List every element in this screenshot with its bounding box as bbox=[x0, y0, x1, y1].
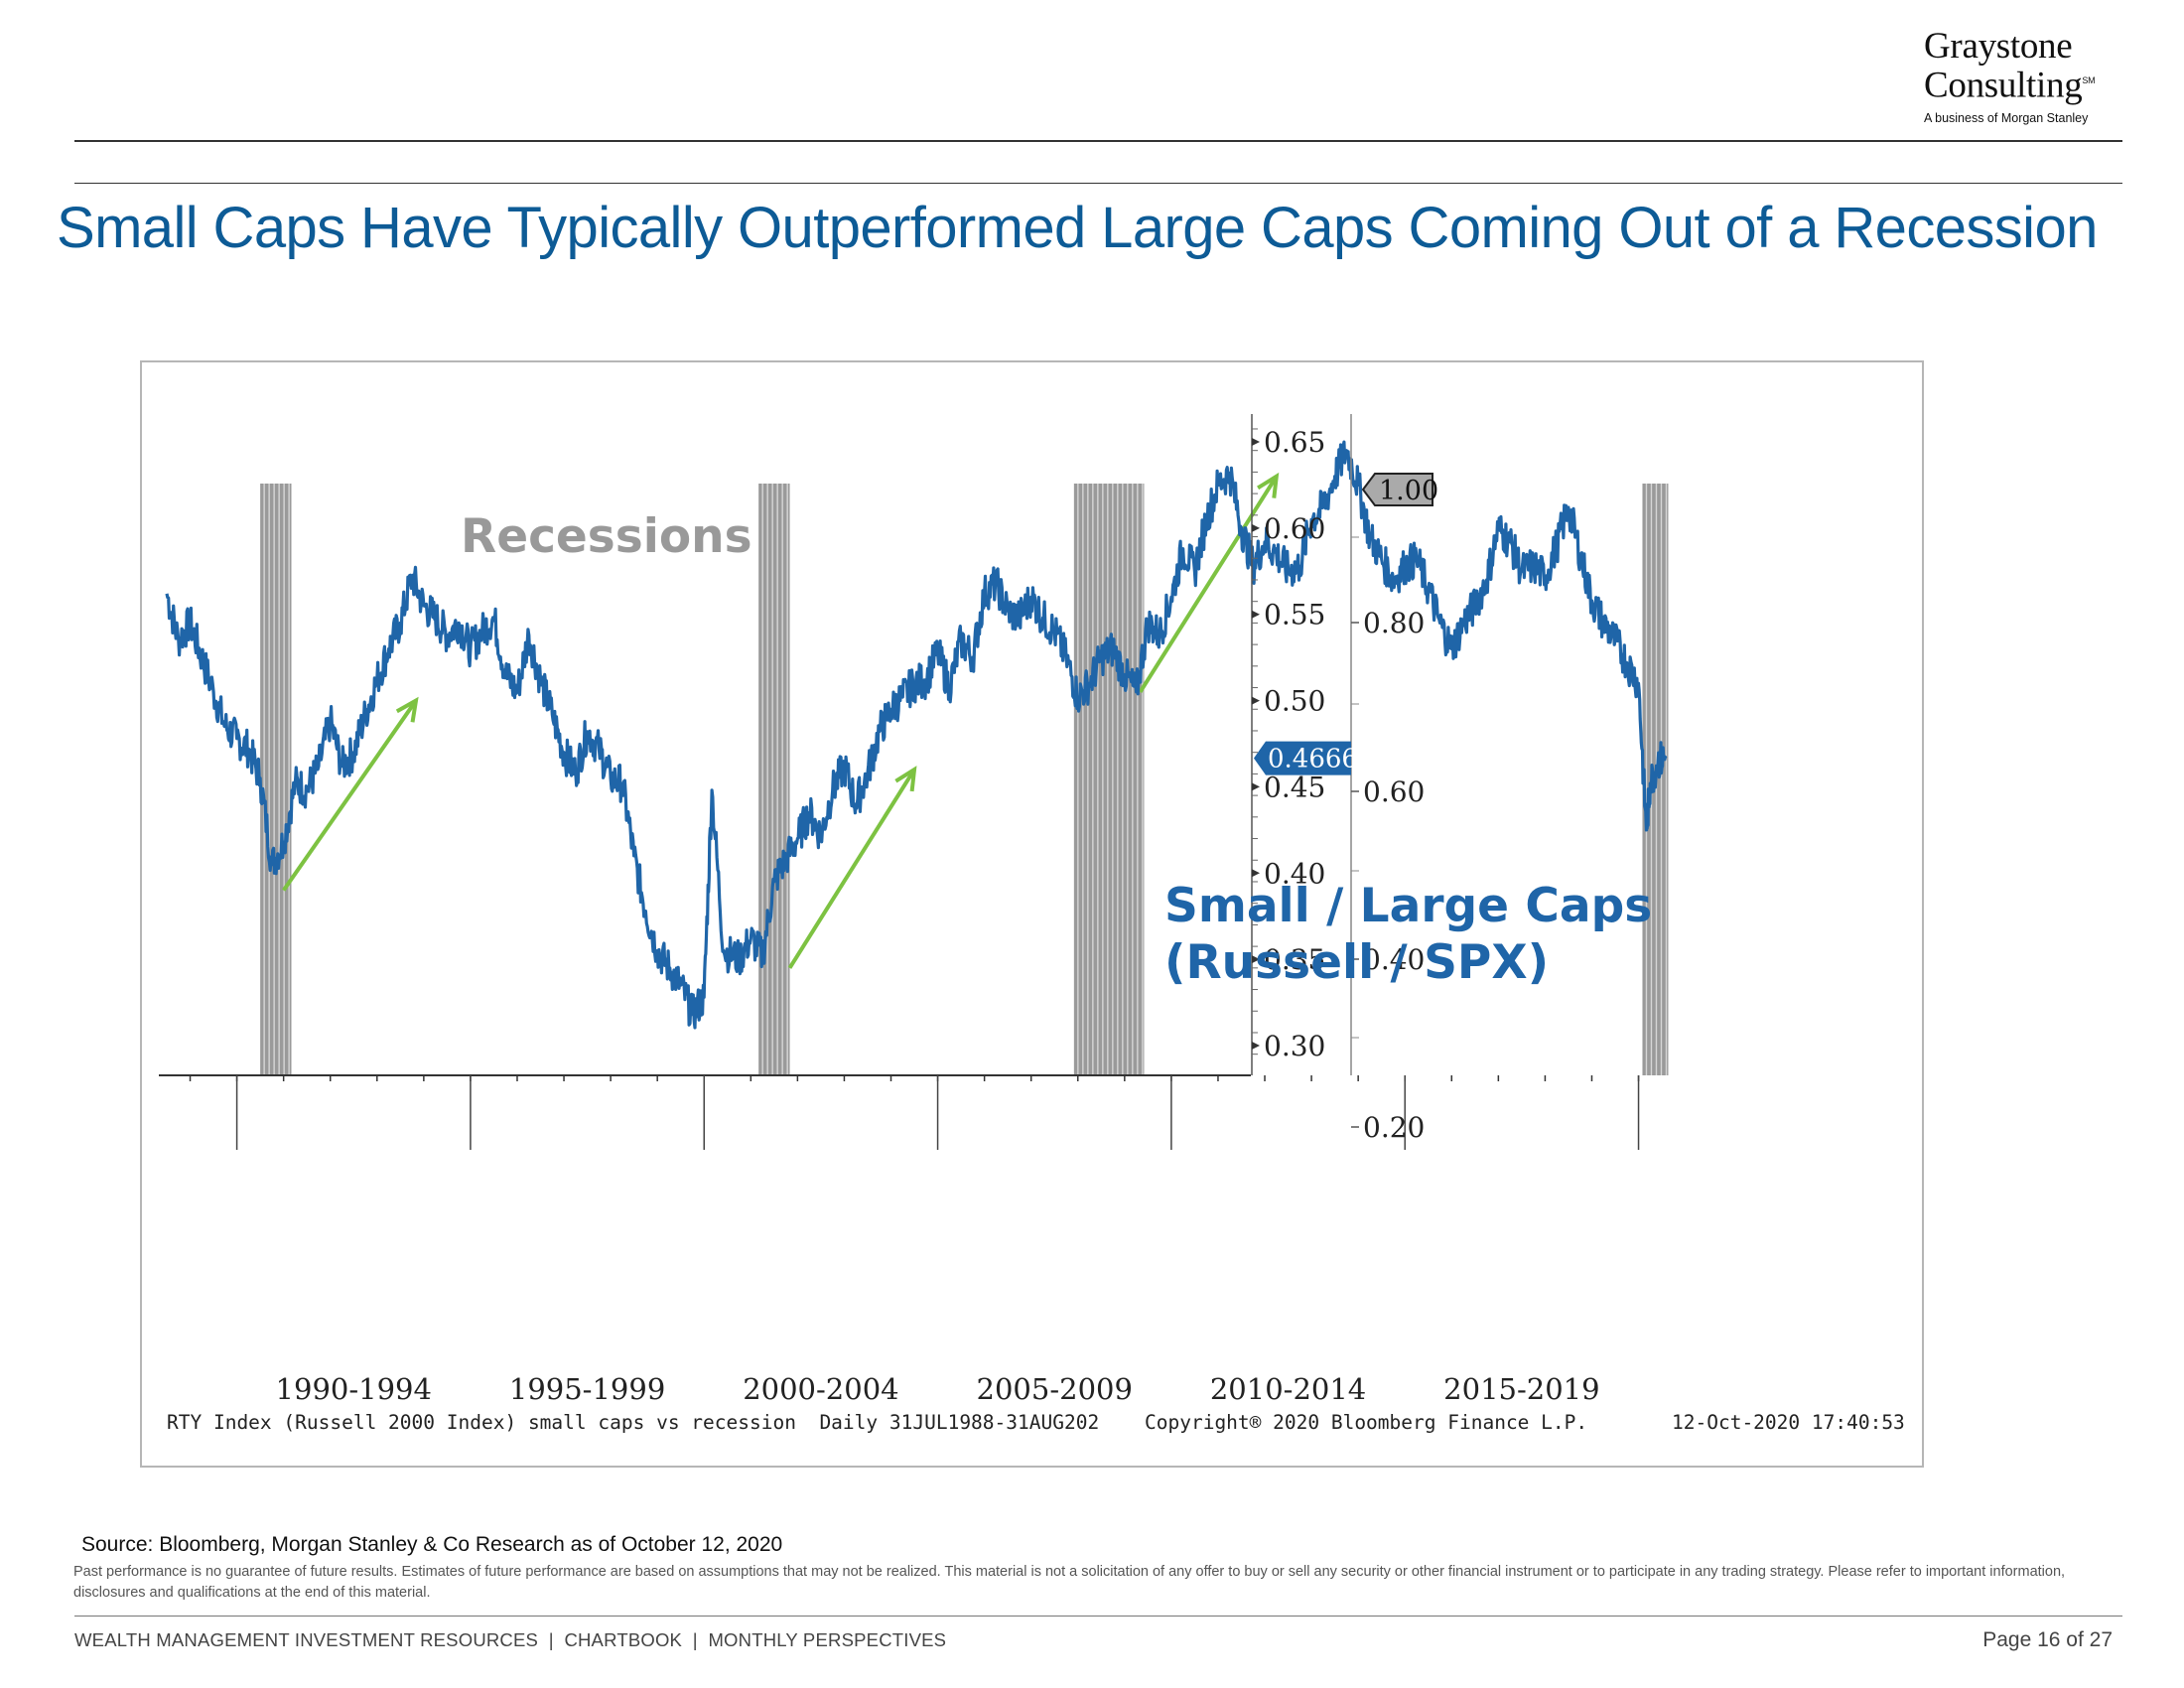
y-tick-label: 0.35 bbox=[1264, 943, 1325, 976]
logo-subtitle: A business of Morgan Stanley bbox=[1924, 111, 2089, 126]
y-tick-label: 0.55 bbox=[1264, 599, 1325, 632]
x-tick-label: 2015-2019 bbox=[1443, 1372, 1599, 1406]
right-axis-tag-label: 1.00 bbox=[1379, 476, 1438, 506]
trend-arrow bbox=[282, 696, 419, 892]
graystone-logo: Graystone ConsultingSM A business of Mor… bbox=[1924, 26, 2122, 126]
y-tick-label: 0.45 bbox=[1264, 771, 1325, 803]
y2-tick-label: 0.40 bbox=[1363, 943, 1425, 976]
trend-arrow-head bbox=[894, 766, 917, 792]
trend-arrow-shaft bbox=[1138, 475, 1279, 693]
series-label-line-1: Small / Large Caps bbox=[1164, 879, 1652, 933]
last-value-tag-shape bbox=[1254, 741, 1351, 775]
y2-tick-label: 0.20 bbox=[1363, 1111, 1425, 1144]
footer-rule bbox=[74, 1616, 2122, 1617]
y-tick-label: 0.40 bbox=[1264, 857, 1325, 890]
header-rule-top bbox=[74, 140, 2122, 142]
logo-line-1: Graystone bbox=[1924, 26, 2073, 67]
chart-footer-left: RTY Index (Russell 2000 Index) small cap… bbox=[167, 1411, 1099, 1434]
y2-tick-label: 0.80 bbox=[1363, 607, 1425, 639]
y-tick-mark bbox=[1252, 1042, 1260, 1050]
x-tick-label: 1990-1994 bbox=[276, 1372, 432, 1406]
recession-band-fill bbox=[758, 484, 790, 1075]
recession-label: Recessions bbox=[461, 509, 752, 564]
series-label-line-2: (Russell / SPX) bbox=[1164, 935, 1549, 990]
trend-arrow-head bbox=[1257, 472, 1280, 498]
recession-band bbox=[1073, 484, 1145, 1075]
right-axis-value-tag: 1.00 bbox=[1361, 473, 1438, 506]
x-tick-label: 2000-2004 bbox=[743, 1372, 898, 1406]
source-note: Source: Bloomberg, Morgan Stanley & Co R… bbox=[81, 1533, 783, 1556]
last-value-tag: 0.4666 bbox=[1254, 741, 1358, 775]
trend-arrow bbox=[787, 766, 917, 969]
y-tick-mark bbox=[1252, 696, 1260, 705]
chart-svg: 1990-1994 1995-1999 2000-2004 2005-2009 2010… bbox=[159, 414, 1905, 1434]
y-tick-label: 0.60 bbox=[1264, 512, 1325, 545]
recession-band bbox=[758, 484, 790, 1075]
recession-bands bbox=[260, 484, 1669, 1075]
y-tick-mark bbox=[1252, 955, 1260, 964]
y-tick-mark bbox=[1252, 869, 1260, 878]
y-tick-mark bbox=[1252, 523, 1260, 532]
trend-arrow bbox=[1138, 472, 1280, 693]
recession-band-fill bbox=[260, 484, 292, 1075]
trend-arrow-shaft bbox=[282, 699, 418, 892]
logo-line-2: ConsultingSM bbox=[1924, 64, 2122, 106]
recession-band bbox=[260, 484, 292, 1075]
page-title: Small Caps Have Typically Outperformed L… bbox=[57, 196, 2098, 260]
chart-frame: 1990-1994 1995-1999 2000-2004 2005-2009 2010… bbox=[140, 360, 1924, 1468]
last-value-tag-label: 0.4666 bbox=[1268, 745, 1358, 774]
logo-service-mark: SM bbox=[2082, 75, 2096, 85]
y-tick-label: 0.30 bbox=[1264, 1030, 1325, 1062]
x-tick-label: 1995-1999 bbox=[509, 1372, 665, 1406]
y-tick-mark bbox=[1252, 782, 1260, 791]
trend-arrow-shaft bbox=[787, 768, 916, 969]
axes: 1990-1994 1995-1999 2000-2004 2005-2009 2010… bbox=[159, 414, 1640, 1406]
disclaimer-text: Past performance is no guarantee of futu… bbox=[73, 1564, 2066, 1601]
trend-arrow-head bbox=[395, 696, 419, 723]
header-rule-bottom bbox=[74, 183, 2122, 184]
right-axis-tag-shape bbox=[1361, 473, 1433, 506]
y-tick-label: 0.50 bbox=[1264, 685, 1325, 718]
chart-footer-center: Copyright® 2020 Bloomberg Finance L.P. bbox=[1145, 1411, 1587, 1434]
y-tick-mark bbox=[1252, 438, 1260, 446]
series-layer bbox=[165, 440, 1668, 1030]
recession-band-fill bbox=[1073, 484, 1145, 1075]
page-number: Page 16 of 27 bbox=[1982, 1628, 2113, 1651]
x-tick-label: 2005-2009 bbox=[977, 1372, 1133, 1406]
x-tick-label: 2010-2014 bbox=[1210, 1372, 1366, 1406]
y2-tick-label: 0.60 bbox=[1363, 775, 1425, 808]
y-tick-label: 0.65 bbox=[1264, 426, 1325, 459]
footer-section-links: WEALTH MANAGEMENT INVESTMENT RESOURCES |… bbox=[74, 1629, 947, 1650]
series-line bbox=[165, 440, 1668, 1030]
trend-arrows bbox=[282, 472, 1280, 969]
y-tick-mark bbox=[1252, 610, 1260, 619]
logo-line-2-text: Consulting bbox=[1924, 65, 2083, 106]
chart-footer-right: 12-Oct-2020 17:40:53 bbox=[1672, 1411, 1905, 1434]
